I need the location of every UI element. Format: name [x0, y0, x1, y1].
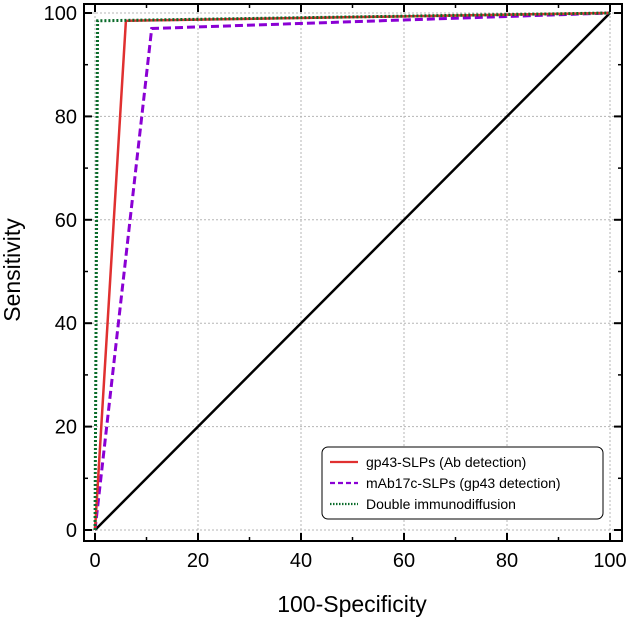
y-tick-label: 20	[55, 417, 77, 439]
legend-box	[321, 446, 604, 520]
x-tick-label: 20	[187, 550, 209, 572]
y-tick-label: 60	[55, 210, 77, 232]
x-tick-label: 40	[290, 550, 312, 572]
legend: gp43-SLPs (Ab detection) mAb17c-SLPs (gp4…	[321, 446, 604, 520]
x-tick-label: 60	[393, 550, 415, 572]
legend-label: gp43-SLPs (Ab detection)	[366, 454, 526, 470]
y-axis-title: Sensitivity	[0, 218, 25, 322]
x-axis-title: 100-Specificity	[277, 591, 427, 617]
y-tick-label: 100	[44, 3, 77, 25]
x-tick-label: 0	[89, 550, 100, 572]
axis-ticks: 0 20 40 60 80 100 0 20 40 60 80 100	[44, 3, 627, 572]
y-tick-label: 0	[66, 520, 77, 542]
y-tick-label: 80	[55, 106, 77, 128]
legend-label: mAb17c-SLPs (gp43 detection)	[366, 475, 561, 491]
x-tick-label: 100	[593, 550, 626, 572]
x-tick-label: 80	[496, 550, 518, 572]
legend-label: Double immunodiffusion	[366, 496, 516, 512]
y-tick-label: 40	[55, 313, 77, 335]
series-lines	[93, 11, 611, 531]
series-line	[93, 11, 611, 531]
reference-diagonal-line	[94, 12, 611, 531]
series-line	[93, 11, 611, 531]
